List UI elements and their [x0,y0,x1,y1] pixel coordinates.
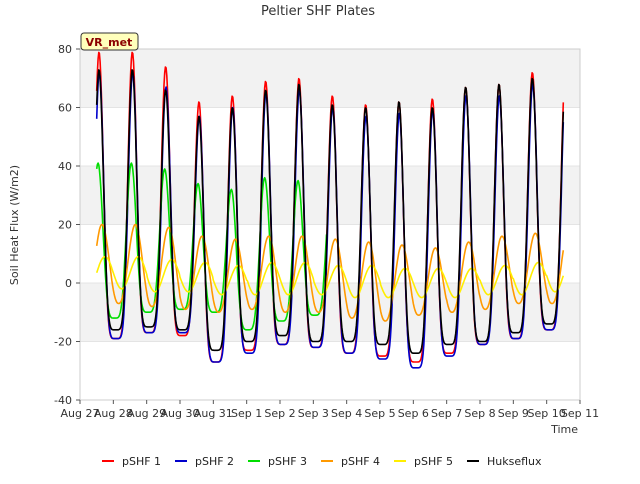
x-tick-label: Aug 28 [94,407,133,420]
y-tick-label: 80 [58,43,72,56]
x-tick-label: Aug 29 [127,407,166,420]
x-tick-label: Sep 11 [561,407,599,420]
y-tick-label: 40 [58,160,72,173]
legend: pSHF 1 pSHF 2 pSHF 3 pSHF 4 pSHF 5 Hukseflux [102,455,542,468]
x-tick-label: Aug 30 [161,407,200,420]
grid-band [80,283,580,342]
y-axis-label: Soil Heat Flux (W/m2) [8,165,21,285]
x-tick-label: Aug 31 [194,407,233,420]
y-tick-label: 60 [58,102,72,115]
grid-band [80,341,580,400]
series-line-pshf-5 [95,255,565,299]
legend-label: pSHF 4 [341,455,380,468]
x-tick-label: Sep 4 [331,407,362,420]
site-badge-box [80,32,139,51]
x-tick-label: Sep 8 [464,407,495,420]
x-tick-label: Sep 7 [431,407,462,420]
legend-label: Hukseflux [487,455,542,468]
x-tick-label: Sep 1 [231,407,262,420]
series-lines [95,51,565,369]
series-line-pshf-4 [95,223,565,322]
legend-label: pSHF 1 [122,455,161,468]
x-tick-label: Aug 27 [61,407,100,420]
grid-band [80,49,580,108]
chart-title: Peltier SHF Plates [261,4,375,19]
legend-label: pSHF 3 [268,455,307,468]
x-axis-label: Time [550,423,578,436]
y-tick-label: -40 [54,394,72,407]
site-badge-label: VR_met [86,36,133,49]
legend-label: pSHF 5 [414,455,453,468]
series-line-hukseflux [95,69,565,354]
y-tick-label: 20 [58,219,72,232]
x-tick-label: Sep 10 [528,407,566,420]
legend-label: pSHF 2 [195,455,234,468]
y-axis: -40 -20 0 20 40 60 80 [54,43,80,407]
x-tick-label: Sep 5 [364,407,395,420]
x-tick-label: Sep 9 [498,407,529,420]
x-tick-label: Sep 3 [298,407,329,420]
y-tick-label: -20 [54,336,72,349]
x-tick-label: Sep 2 [264,407,295,420]
x-tick-label: Sep 6 [398,407,429,420]
y-tick-label: 0 [65,277,72,290]
site-badge: VR_met [80,32,139,51]
